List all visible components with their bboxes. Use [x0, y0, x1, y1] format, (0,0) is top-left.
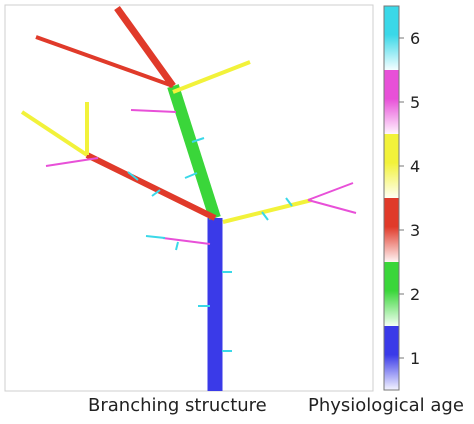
colorbar-band-3 [384, 198, 399, 262]
cyan-twig [184, 172, 198, 179]
cyan-twig [175, 241, 179, 251]
colorbar-tick-6: 6 [410, 29, 420, 48]
red-branch-top [114, 5, 176, 89]
colorbar-band-5 [384, 70, 399, 134]
cyan-twig [127, 171, 139, 181]
magenta-twig-right-up [307, 182, 354, 201]
colorbar-tick-4: 4 [410, 157, 420, 176]
cyan-twig [151, 189, 161, 197]
cyan-twigs [127, 137, 293, 352]
physiological-age-caption: Physiological age [308, 395, 464, 416]
colorbar-band-6 [384, 6, 399, 70]
colorbar-band-1 [384, 326, 399, 390]
magenta-twig-upper [130, 109, 177, 113]
branching-structure-caption: Branching structure [88, 395, 267, 416]
magenta-twig-middle [162, 237, 211, 245]
colorbar-tick-3: 3 [410, 221, 420, 240]
colorbar-tick-2: 2 [410, 285, 420, 304]
red-branch-left [85, 152, 217, 221]
colorbar-tick-1: 1 [410, 349, 420, 368]
branching-structure [20, 5, 357, 391]
cyan-twig [261, 211, 269, 221]
colorbar: 1 2 3 4 5 6 [383, 5, 420, 391]
plot-frame [4, 4, 374, 392]
red-branch-upper-left [35, 35, 174, 88]
colorbar-band-4 [384, 134, 399, 198]
main-axis-segment [167, 84, 221, 220]
colorbar-tick-5: 5 [410, 93, 420, 112]
cyan-twig [285, 197, 293, 207]
cyan-twig [145, 235, 166, 239]
yellow-branch-right [222, 198, 313, 224]
magenta-twig-right-down [307, 199, 357, 214]
cyan-twig [191, 137, 205, 143]
yellow-branch-upper-right [172, 60, 251, 94]
colorbar-frame [383, 5, 400, 391]
colorbar-band-2 [384, 262, 399, 326]
magenta-twig-left [45, 157, 99, 167]
yellow-branch-left [20, 110, 89, 157]
